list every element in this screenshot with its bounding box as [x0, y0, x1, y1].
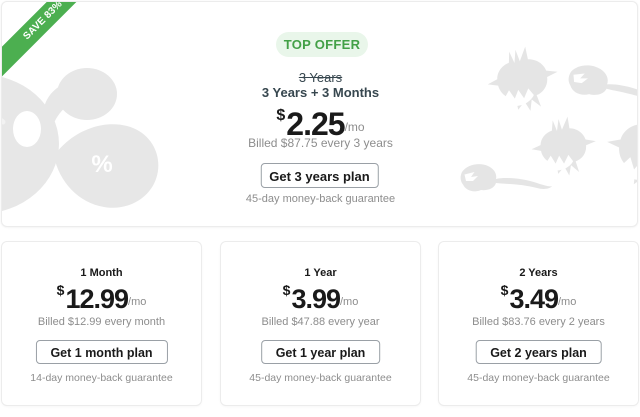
svg-text:%: % [91, 151, 112, 178]
